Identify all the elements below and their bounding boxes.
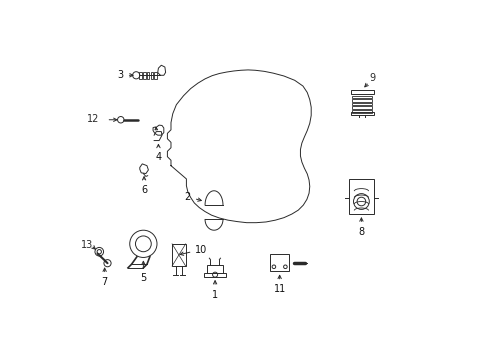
Bar	[351, 110, 371, 113]
Bar	[172, 244, 185, 266]
Bar	[204, 273, 225, 277]
Text: 10: 10	[180, 244, 207, 255]
Bar	[351, 107, 371, 109]
Text: 11: 11	[273, 275, 285, 294]
Text: 9: 9	[369, 73, 375, 83]
Bar	[351, 103, 371, 105]
Text: 2: 2	[184, 192, 201, 202]
Bar	[351, 96, 371, 98]
Bar	[146, 72, 149, 79]
Bar	[207, 265, 223, 273]
Bar	[270, 254, 288, 271]
Bar	[154, 72, 157, 79]
Text: 1: 1	[212, 281, 218, 300]
Text: 7: 7	[102, 268, 107, 287]
Text: 4: 4	[155, 144, 161, 162]
Text: 8: 8	[358, 218, 364, 237]
Bar	[350, 112, 373, 115]
Bar	[350, 90, 373, 94]
Text: 13: 13	[81, 240, 93, 250]
Bar	[142, 72, 145, 79]
Bar	[351, 99, 371, 102]
Bar	[139, 72, 142, 79]
Text: 12: 12	[87, 114, 99, 124]
Bar	[348, 179, 373, 214]
Bar	[150, 72, 153, 79]
Text: 6: 6	[141, 177, 147, 195]
Text: 5: 5	[140, 261, 146, 283]
Text: 3: 3	[118, 70, 133, 80]
